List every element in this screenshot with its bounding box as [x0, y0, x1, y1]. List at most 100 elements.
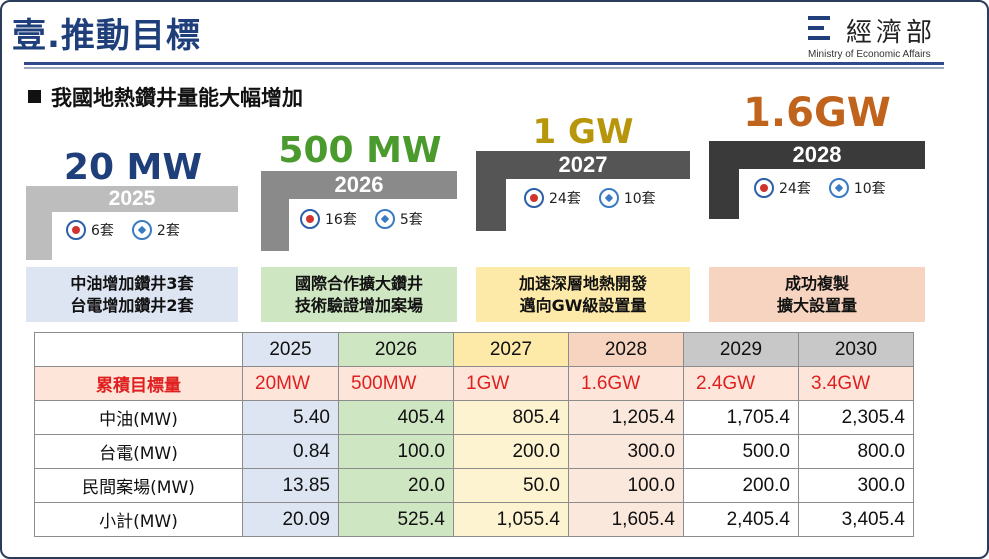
column-header: 2030: [798, 332, 914, 367]
taipower-logo-icon: [131, 220, 152, 240]
stage-description-2027: 加速深層地熱開發 邁向GW級設置量: [476, 267, 690, 322]
stage-year-bar: 2027: [476, 151, 690, 179]
description-line: 邁向GW級設置量: [519, 295, 647, 315]
row-label: 民間案場(MW): [34, 468, 243, 503]
table-cell: 1,605.4: [568, 502, 684, 537]
table-cell: 300.0: [568, 434, 684, 469]
table-cell: 525.4: [338, 502, 454, 537]
subtitle-text: 我國地熱鑽井量能大幅增加: [51, 86, 303, 110]
description-line: 擴大設置量: [776, 295, 857, 315]
taipower-units: 10套: [853, 181, 886, 197]
stage-capacity: 20 MW: [63, 147, 203, 188]
stage-units: 6套 2套: [66, 220, 180, 240]
table-cell: 20MW: [242, 366, 339, 401]
table-cell: 5.40: [242, 400, 339, 435]
row-label: 中油(MW): [34, 400, 243, 435]
header-rule: [24, 62, 944, 65]
table-cell: 1,705.4: [683, 400, 799, 435]
table-row: 累積目標量 20MW 500MW 1GW 1.6GW 2.4GW 3.4GW: [34, 366, 914, 401]
table-row: 民間案場(MW) 13.85 20.0 50.0 100.0 200.0 300…: [34, 468, 914, 503]
table-cell: 2.4GW: [683, 366, 799, 401]
table-cell: 1,205.4: [568, 400, 684, 435]
table-row: 小計(MW) 20.09 525.4 1,055.4 1,605.4 2,405…: [34, 502, 914, 537]
stage-year: 2027: [558, 152, 608, 177]
description-line: 加速深層地熱開發: [518, 273, 647, 293]
taipower-logo-icon: [374, 209, 395, 229]
cpc-logo-icon: [66, 220, 86, 240]
table-cell: 805.4: [453, 400, 569, 435]
table-cell: 2,405.4: [683, 502, 799, 537]
stage-units: 24套 10套: [754, 178, 886, 198]
ministry-emblem-icon: [808, 16, 830, 40]
table-header-row: 2025 2026 2027 2028 2029 2030: [34, 332, 914, 367]
table-cell: 0.84: [242, 434, 339, 469]
table-corner-cell: [34, 332, 243, 367]
stage-year-bar: 2025: [26, 186, 238, 212]
table-cell: 500MW: [338, 366, 454, 401]
table-cell: 200.0: [453, 434, 569, 469]
table-cell: 100.0: [338, 434, 454, 469]
table-cell: 50.0: [453, 468, 569, 503]
cpc-logo-icon: [524, 188, 544, 208]
table-cell: 800.0: [798, 434, 914, 469]
stage-year: 2028: [792, 142, 842, 167]
stage-step: [709, 169, 739, 219]
stage-year: 2025: [108, 187, 156, 210]
stage-description-2026: 國際合作擴大鑽井 技術驗證增加案場: [261, 267, 457, 322]
table-cell: 2,305.4: [798, 400, 914, 435]
table-cell: 3.4GW: [798, 366, 914, 401]
description-line: 成功複製: [784, 273, 849, 293]
taipower-units: 5套: [399, 212, 423, 228]
column-header: 2029: [683, 332, 799, 367]
logo-english: Ministry of Economic Affairs: [808, 49, 931, 60]
stage-units: 24套 10套: [524, 188, 656, 208]
taipower-units: 10套: [623, 191, 656, 207]
table-cell: 13.85: [242, 468, 339, 503]
table-cell: 1.6GW: [568, 366, 684, 401]
stage-year-bar: 2026: [261, 171, 457, 199]
stage-year: 2026: [334, 172, 384, 197]
cpc-logo-icon: [754, 178, 774, 198]
taipower-logo-icon: [598, 188, 619, 208]
stage-capacity: 1 GW: [532, 112, 634, 152]
column-header: 2028: [568, 332, 684, 367]
table-cell: 200.0: [683, 468, 799, 503]
stage-description-2025: 中油增加鑽井3套 台電增加鑽井2套: [26, 267, 238, 322]
logo-name: 經濟部: [846, 18, 937, 48]
header-rule-secondary: [24, 67, 944, 69]
description-line: 台電增加鑽井2套: [70, 295, 194, 315]
table-cell: 300.0: [798, 468, 914, 503]
column-header: 2026: [338, 332, 454, 367]
description-line: 國際合作擴大鑽井: [294, 273, 423, 293]
row-label: 台電(MW): [34, 434, 243, 469]
column-header: 2025: [242, 332, 339, 367]
table-cell: 3,405.4: [798, 502, 914, 537]
page-title: 壹.推動目標: [12, 16, 201, 56]
stage-step: [26, 212, 52, 260]
column-header: 2027: [453, 332, 569, 367]
taipower-logo-icon: [828, 178, 849, 198]
table-row: 中油(MW) 5.40 405.4 805.4 1,205.4 1,705.4 …: [34, 400, 914, 435]
row-label: 累積目標量: [34, 366, 243, 401]
target-table: 2025 2026 2027 2028 2029 2030 累積目標量 20MW…: [34, 332, 914, 537]
description-line: 中油增加鑽井3套: [70, 273, 194, 293]
table-cell: 100.0: [568, 468, 684, 503]
cpc-units: 24套: [779, 181, 811, 197]
stage-units: 16套 5套: [300, 209, 423, 229]
table-cell: 20.0: [338, 468, 454, 503]
cpc-units: 16套: [325, 212, 357, 228]
row-label: 小計(MW): [34, 502, 243, 537]
table-cell: 1GW: [453, 366, 569, 401]
stage-step: [476, 179, 506, 231]
taipower-units: 2套: [156, 223, 180, 239]
cpc-logo-icon: [300, 209, 320, 229]
table-row: 台電(MW) 0.84 100.0 200.0 300.0 500.0 800.…: [34, 434, 914, 469]
table-cell: 500.0: [683, 434, 799, 469]
table-cell: 1,055.4: [453, 502, 569, 537]
stage-capacity: 1.6GW: [743, 90, 891, 136]
stage-description-2028: 成功複製 擴大設置量: [709, 267, 925, 322]
table-cell: 20.09: [242, 502, 339, 537]
cpc-units: 6套: [91, 223, 114, 239]
square-bullet-icon: [28, 90, 41, 103]
